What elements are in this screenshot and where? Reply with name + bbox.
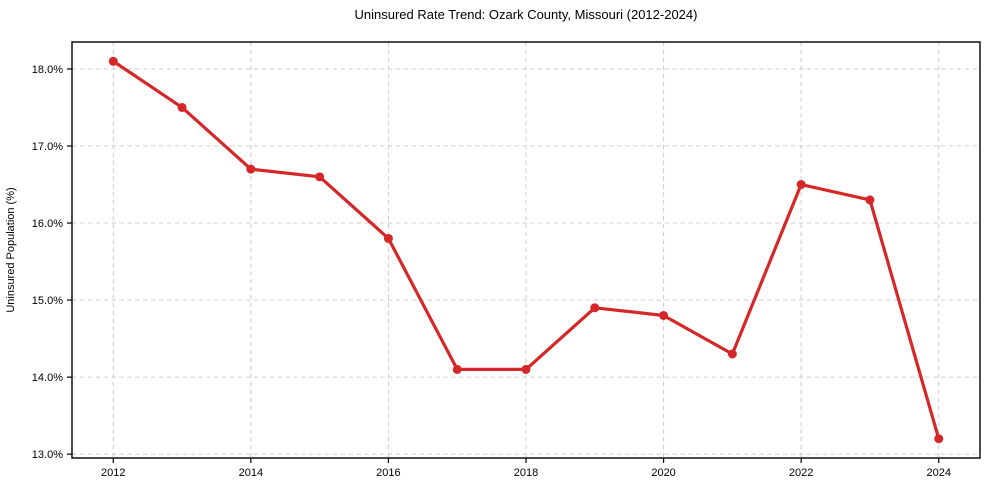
data-point xyxy=(934,434,944,444)
x-tick-label: 2014 xyxy=(239,467,263,479)
data-point xyxy=(796,180,806,190)
data-point xyxy=(315,172,325,182)
data-point xyxy=(659,310,669,320)
data-point xyxy=(383,233,393,243)
x-tick-label: 2024 xyxy=(926,467,950,479)
chart-title: Uninsured Rate Trend: Ozark County, Miss… xyxy=(354,7,698,22)
y-tick-label: 18.0% xyxy=(32,64,63,76)
data-point xyxy=(865,195,875,205)
y-tick-label: 15.0% xyxy=(32,295,63,307)
y-tick-label: 14.0% xyxy=(32,372,63,384)
data-point xyxy=(452,364,462,374)
data-point xyxy=(727,349,737,359)
data-point xyxy=(246,164,256,174)
data-point xyxy=(521,364,531,374)
y-tick-label: 16.0% xyxy=(32,218,63,230)
data-point xyxy=(108,56,118,66)
x-tick-label: 2018 xyxy=(514,467,538,479)
x-tick-label: 2020 xyxy=(651,467,675,479)
y-tick-label: 17.0% xyxy=(32,141,63,153)
x-tick-label: 2012 xyxy=(101,467,125,479)
x-tick-label: 2016 xyxy=(376,467,400,479)
data-point xyxy=(177,102,187,112)
x-tick-label: 2022 xyxy=(789,467,813,479)
y-tick-label: 13.0% xyxy=(32,449,63,461)
data-point xyxy=(590,303,600,313)
